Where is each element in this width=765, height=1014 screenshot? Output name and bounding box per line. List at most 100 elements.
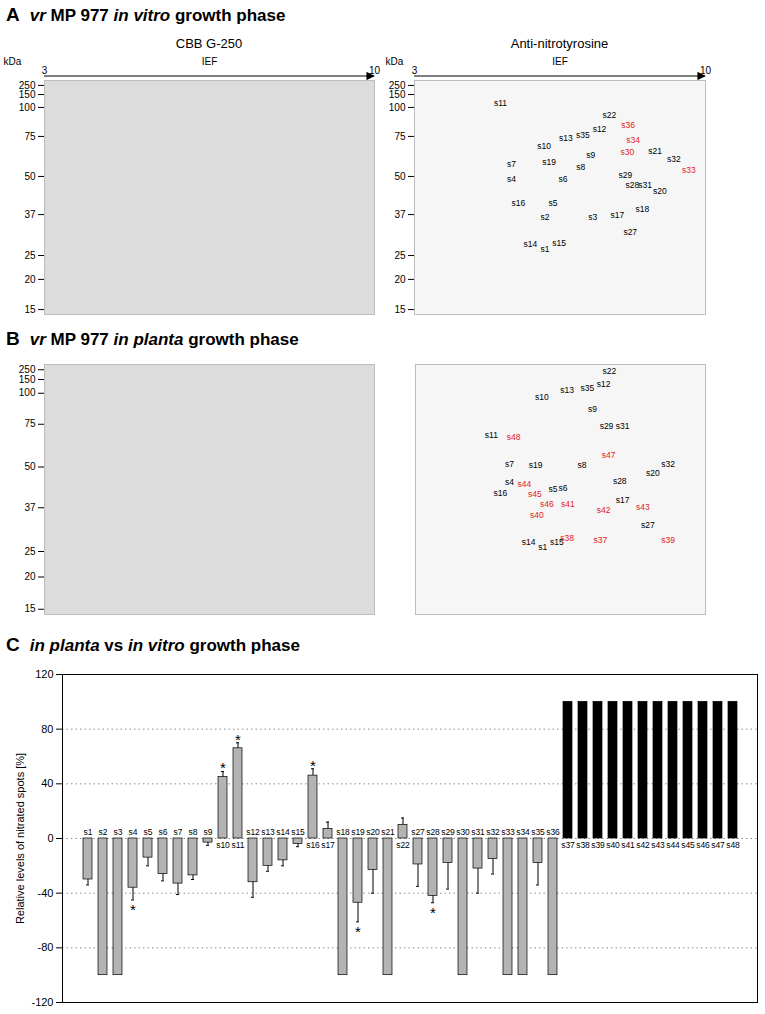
- svg-text:s39: s39: [661, 535, 675, 545]
- svg-text:s5: s5: [548, 198, 557, 208]
- svg-text:100: 100: [19, 102, 36, 113]
- svg-text:3: 3: [42, 65, 48, 76]
- svg-text:s45: s45: [528, 489, 542, 499]
- svg-text:50: 50: [394, 171, 406, 182]
- svg-text:Relative levels of nitrated sp: Relative levels of nitrated spots [%]: [14, 753, 26, 924]
- svg-text:s18: s18: [336, 827, 350, 837]
- svg-text:s41: s41: [561, 499, 575, 509]
- svg-text:*: *: [310, 757, 316, 774]
- svg-text:s47: s47: [711, 840, 725, 850]
- svg-text:s43: s43: [651, 840, 665, 850]
- svg-text:s27: s27: [641, 520, 655, 530]
- svg-text:s9: s9: [204, 827, 213, 837]
- svg-text:s41: s41: [621, 840, 635, 850]
- svg-text:s5: s5: [144, 827, 153, 837]
- svg-text:s4: s4: [505, 477, 514, 487]
- svg-text:s32: s32: [661, 459, 675, 469]
- svg-text:s35: s35: [581, 383, 595, 393]
- svg-text:s10: s10: [537, 141, 551, 151]
- svg-text:s10: s10: [535, 392, 549, 402]
- svg-text:s32: s32: [667, 154, 681, 164]
- svg-text:s12: s12: [593, 124, 607, 134]
- svg-text:s39: s39: [591, 840, 605, 850]
- svg-text:100: 100: [389, 102, 406, 113]
- svg-text:s9: s9: [586, 150, 595, 160]
- svg-text:kDa: kDa: [386, 56, 404, 67]
- svg-text:s7: s7: [505, 459, 514, 469]
- svg-text:s9: s9: [588, 404, 597, 414]
- svg-text:s16: s16: [512, 198, 526, 208]
- svg-text:s17: s17: [321, 840, 335, 850]
- svg-text:s44: s44: [518, 479, 532, 489]
- svg-text:75: 75: [394, 131, 406, 142]
- svg-text:75: 75: [24, 131, 36, 142]
- svg-text:s31: s31: [471, 827, 485, 837]
- svg-text:s19: s19: [529, 460, 543, 470]
- svg-text:s37: s37: [593, 535, 607, 545]
- svg-text:10: 10: [700, 65, 712, 76]
- svg-text:s14: s14: [524, 239, 538, 249]
- svg-text:s16: s16: [494, 488, 508, 498]
- svg-text:*: *: [235, 731, 241, 748]
- svg-text:s43: s43: [636, 502, 650, 512]
- svg-text:40: 40: [41, 777, 53, 789]
- svg-text:s40: s40: [606, 840, 620, 850]
- svg-text:s20: s20: [366, 827, 380, 837]
- svg-text:s27: s27: [623, 227, 637, 237]
- svg-text:*: *: [355, 923, 361, 940]
- svg-text:250: 250: [389, 80, 406, 91]
- svg-text:s2: s2: [541, 212, 550, 222]
- svg-text:s35: s35: [531, 827, 545, 837]
- svg-text:s31: s31: [638, 180, 652, 190]
- svg-text:s27: s27: [411, 827, 425, 837]
- svg-text:s36: s36: [546, 827, 560, 837]
- svg-text:-80: -80: [38, 941, 54, 953]
- svg-text:s37: s37: [561, 840, 575, 850]
- svg-text:s6: s6: [558, 483, 567, 493]
- svg-text:-40: -40: [38, 887, 54, 899]
- svg-text:s33: s33: [501, 827, 515, 837]
- svg-text:*: *: [130, 901, 136, 918]
- svg-text:s42: s42: [636, 840, 650, 850]
- svg-text:s30: s30: [456, 827, 470, 837]
- svg-text:s28: s28: [426, 827, 440, 837]
- svg-text:s15: s15: [552, 238, 566, 248]
- svg-text:s47: s47: [602, 450, 616, 460]
- svg-text:s20: s20: [653, 186, 667, 196]
- svg-text:s13: s13: [560, 385, 574, 395]
- svg-text:s1: s1: [541, 244, 550, 254]
- svg-text:50: 50: [24, 171, 36, 182]
- svg-text:37: 37: [394, 209, 406, 220]
- svg-text:15: 15: [24, 603, 36, 614]
- svg-text:s11: s11: [231, 840, 244, 850]
- svg-text:25: 25: [24, 546, 36, 557]
- svg-text:s48: s48: [507, 432, 521, 442]
- svg-text:37: 37: [24, 502, 36, 513]
- svg-text:s1: s1: [538, 542, 547, 552]
- svg-text:s35: s35: [576, 130, 590, 140]
- svg-text:25: 25: [394, 250, 406, 261]
- svg-text:20: 20: [394, 274, 406, 285]
- svg-text:s14: s14: [522, 537, 536, 547]
- svg-text:s8: s8: [189, 827, 198, 837]
- svg-text:s4: s4: [129, 827, 138, 837]
- svg-text:s28: s28: [625, 180, 639, 190]
- svg-text:250: 250: [19, 80, 36, 91]
- svg-text:15: 15: [394, 304, 406, 315]
- svg-text:s21: s21: [648, 146, 662, 156]
- svg-text:15: 15: [24, 304, 36, 315]
- svg-text:s45: s45: [681, 840, 695, 850]
- svg-text:s29: s29: [441, 827, 455, 837]
- svg-text:120: 120: [35, 668, 53, 680]
- svg-text:80: 80: [41, 723, 53, 735]
- svg-text:s3: s3: [588, 212, 597, 222]
- svg-text:250: 250: [19, 364, 36, 375]
- svg-text:s14: s14: [276, 827, 290, 837]
- svg-text:s46: s46: [540, 499, 554, 509]
- svg-text:10: 10: [369, 65, 380, 76]
- svg-text:s44: s44: [666, 840, 680, 850]
- svg-text:s21: s21: [381, 827, 395, 837]
- svg-text:s7: s7: [174, 827, 183, 837]
- svg-text:s10: s10: [216, 840, 230, 850]
- svg-text:s3: s3: [114, 827, 123, 837]
